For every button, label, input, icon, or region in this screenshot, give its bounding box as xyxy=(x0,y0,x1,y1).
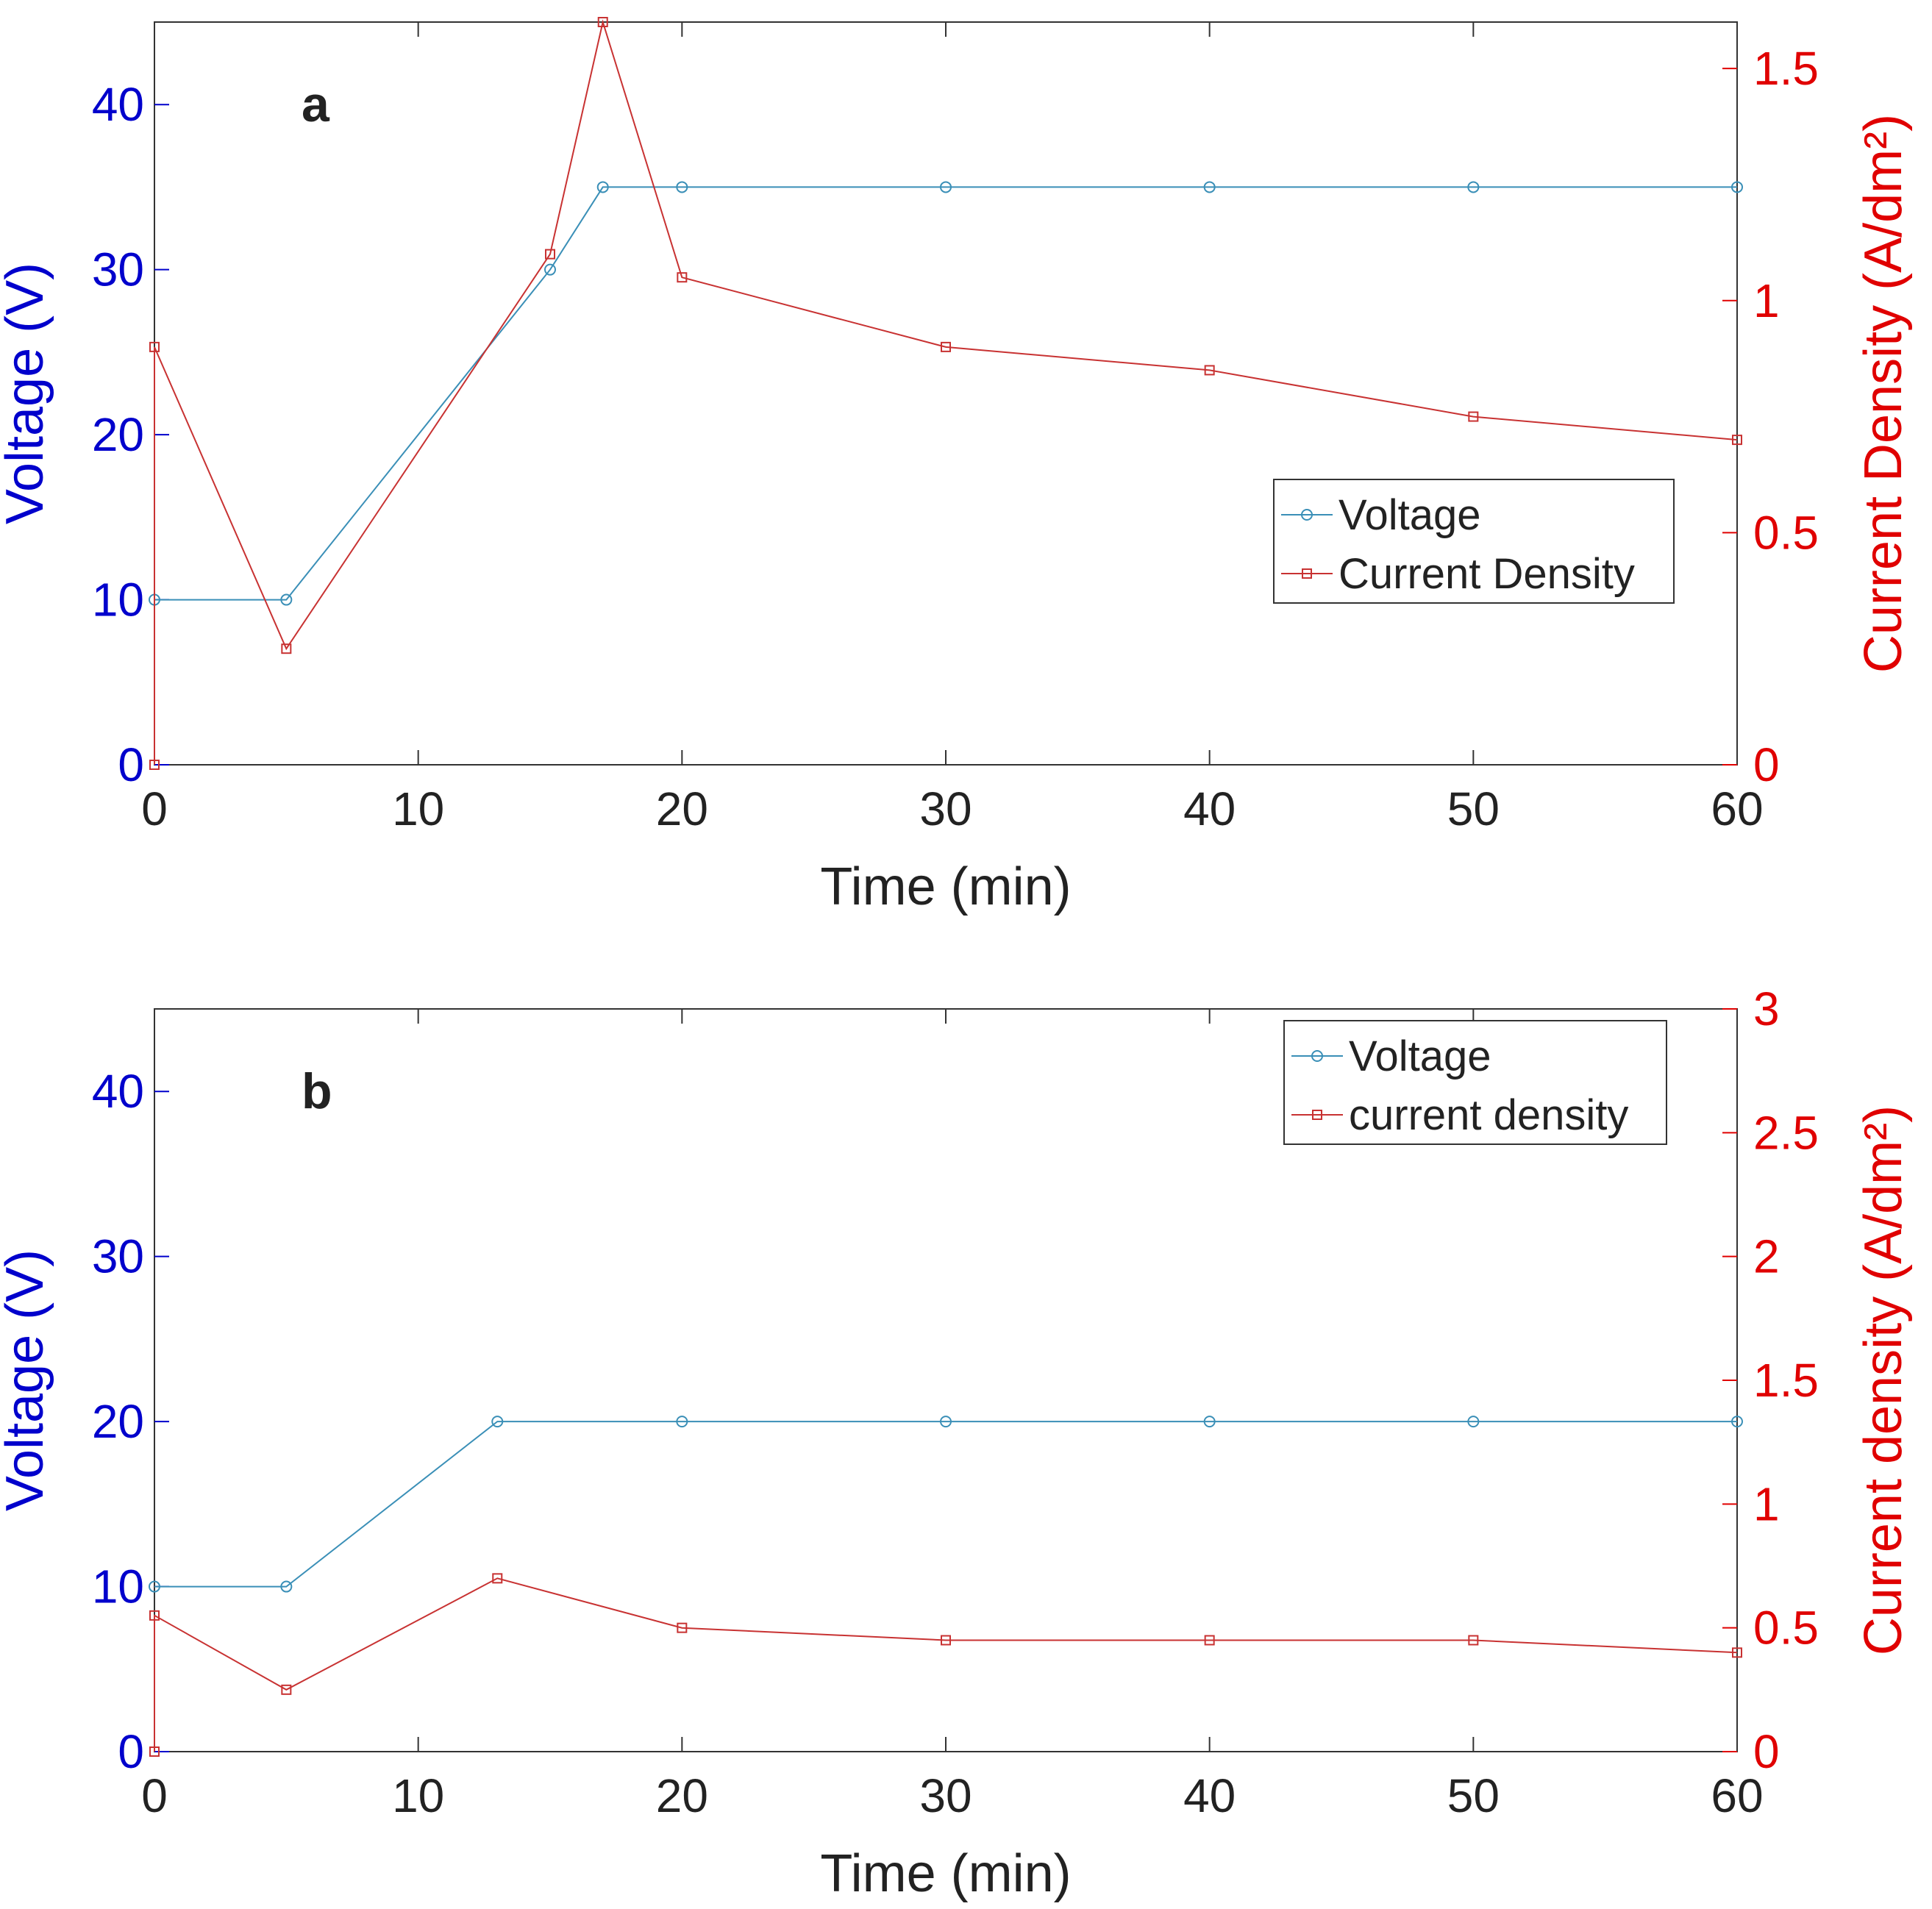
right-y-tick-label: 2 xyxy=(1753,1230,1780,1283)
current-density-data-point xyxy=(1204,1635,1215,1646)
legend-entry-label: Voltage xyxy=(1339,491,1481,539)
voltage-data-point xyxy=(280,1580,293,1593)
voltage-data-point xyxy=(491,1416,504,1428)
left-y-tick-label: 20 xyxy=(92,408,144,461)
voltage-data-point xyxy=(1203,181,1216,193)
x-tick-label: 20 xyxy=(656,782,708,835)
x-tick-label: 10 xyxy=(392,782,444,835)
left-y-tick-label: 30 xyxy=(92,1230,144,1283)
x-tick-label: 20 xyxy=(656,1769,708,1822)
panel-label: b xyxy=(302,1063,332,1119)
left-y-tick-label: 40 xyxy=(92,78,144,131)
x-tick-label: 40 xyxy=(1183,782,1236,835)
x-tick-label: 60 xyxy=(1711,1769,1763,1822)
current-density-data-point xyxy=(1732,435,1742,446)
right-y-tick-label: 3 xyxy=(1753,982,1780,1035)
x-tick-label: 30 xyxy=(919,1769,972,1822)
right-y-tick-label: 0.5 xyxy=(1753,506,1819,559)
left-y-tick-label: 40 xyxy=(92,1065,144,1118)
x-tick-label: 50 xyxy=(1447,782,1500,835)
right-y-tick-label: 0.5 xyxy=(1753,1602,1819,1655)
voltage-data-point xyxy=(1467,1416,1480,1428)
current-density-data-point xyxy=(677,1622,688,1633)
current-density-data-point xyxy=(941,341,951,352)
voltage-data-point xyxy=(149,1580,160,1593)
x-tick-label: 30 xyxy=(919,782,972,835)
right-y-tick-label: 0 xyxy=(1753,738,1780,791)
x-tick-label: 0 xyxy=(141,782,168,835)
x-tick-label: 50 xyxy=(1447,1769,1500,1822)
current-density-data-point xyxy=(545,249,555,260)
voltage-data-point xyxy=(544,263,556,276)
current-density-data-point xyxy=(941,1635,951,1646)
series-line-current-density xyxy=(154,19,1738,765)
legend: Voltage current density xyxy=(1283,1020,1667,1145)
legend-marker-circle xyxy=(1301,509,1313,521)
current-density-data-point xyxy=(492,1573,503,1584)
left-y-tick-label: 0 xyxy=(118,738,144,791)
right-y-axis-label: Current Density (A/dm²) xyxy=(1854,114,1913,673)
x-axis-label: Time (min) xyxy=(820,857,1071,916)
plot-area-frame xyxy=(154,21,1738,766)
x-tick-label: 40 xyxy=(1183,1769,1236,1822)
right-y-tick-label: 1 xyxy=(1753,274,1780,327)
panel-label: a xyxy=(302,76,330,132)
legend-entry-label: Voltage xyxy=(1349,1032,1491,1080)
current-density-data-point xyxy=(149,1746,160,1757)
chart-panel-b: 0 10 20 30 40 50 6001020304000.511.522.53Time … xyxy=(0,982,1913,1903)
x-tick-label: 60 xyxy=(1711,782,1763,835)
left-y-tick-label: 30 xyxy=(92,243,144,296)
left-y-tick-label: 10 xyxy=(92,574,144,627)
current-density-data-point xyxy=(1468,411,1479,422)
series-line-voltage xyxy=(154,1421,1737,1588)
legend-entry-label: current density xyxy=(1349,1091,1628,1139)
legend: Voltage Current Density xyxy=(1273,479,1675,604)
current-density-data-point xyxy=(149,341,160,352)
current-density-data-point xyxy=(677,272,688,283)
legend-marker-circle xyxy=(1311,1050,1323,1062)
left-y-tick-label: 20 xyxy=(92,1395,144,1448)
current-density-data-point xyxy=(281,643,292,654)
x-tick-label: 0 xyxy=(141,1769,168,1822)
series-line-voltage xyxy=(154,186,1737,601)
left-y-tick-label: 10 xyxy=(92,1560,144,1613)
voltage-data-point xyxy=(1731,1416,1743,1428)
current-density-data-point xyxy=(1204,365,1215,376)
current-density-data-point xyxy=(597,17,608,27)
x-axis-label: Time (min) xyxy=(820,1844,1071,1903)
legend-box xyxy=(1273,479,1675,604)
voltage-data-point xyxy=(280,593,293,606)
right-y-tick-label: 1.5 xyxy=(1753,1354,1819,1407)
voltage-data-point xyxy=(940,181,952,193)
right-y-axis-label: Current density (A/dm²) xyxy=(1854,1105,1913,1655)
current-density-data-point xyxy=(281,1684,292,1695)
voltage-data-point xyxy=(596,181,609,193)
right-y-tick-label: 2.5 xyxy=(1753,1106,1819,1159)
right-y-tick-label: 0 xyxy=(1753,1725,1780,1778)
right-y-tick-label: 1.5 xyxy=(1753,42,1819,95)
left-y-axis-label: Voltage (V) xyxy=(0,1249,54,1511)
voltage-data-point xyxy=(676,181,688,193)
current-density-data-point xyxy=(149,760,160,770)
right-y-tick-label: 1 xyxy=(1753,1477,1780,1530)
left-y-axis-label: Voltage (V) xyxy=(0,263,54,524)
legend-marker-square xyxy=(1312,1110,1322,1120)
current-density-data-point xyxy=(1732,1647,1742,1658)
left-y-tick-label: 0 xyxy=(118,1725,144,1778)
voltage-data-point xyxy=(940,1416,952,1428)
voltage-data-point xyxy=(1203,1416,1216,1428)
legend-box xyxy=(1283,1020,1667,1145)
legend-entry-label: Current Density xyxy=(1339,550,1635,598)
legend-marker-square xyxy=(1302,568,1312,579)
series-line-current-density xyxy=(154,1577,1738,1752)
voltage-data-point xyxy=(1731,181,1743,193)
voltage-data-point xyxy=(1467,181,1480,193)
voltage-data-point xyxy=(676,1416,688,1428)
current-density-data-point xyxy=(149,1610,160,1621)
current-density-data-point xyxy=(1468,1635,1479,1646)
x-tick-label: 10 xyxy=(392,1769,444,1822)
